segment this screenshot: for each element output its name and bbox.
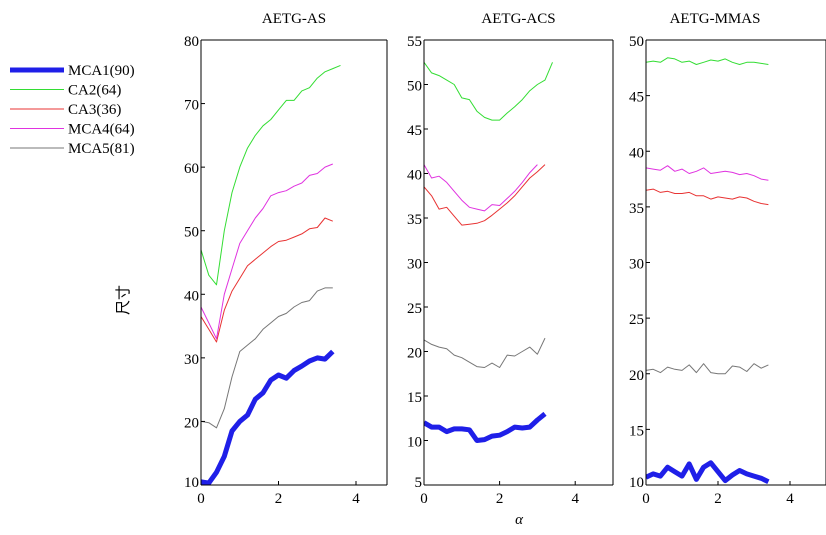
series-line-ca3-36 (424, 164, 546, 226)
legend-label: CA2(64) (68, 83, 121, 99)
y-tick-label: 25 (629, 312, 644, 328)
series-line-ca3-36 (201, 217, 333, 343)
x-tick-label: 2 (496, 491, 504, 507)
y-tick-label: 45 (629, 90, 644, 106)
series-line-mca1-90 (646, 460, 770, 484)
chart-panel: AETG-ACS 5 10 15 20 25 30 35 40 45 50 55 0 2 4 (407, 11, 614, 507)
x-tick-label: 2 (714, 491, 722, 507)
y-tick-label: 10 (629, 475, 644, 491)
x-tick-label: 4 (571, 491, 579, 507)
y-tick-label: 50 (629, 34, 644, 50)
series-line-mca4-64 (424, 164, 538, 212)
legend-label: MCA5(81) (68, 141, 135, 157)
series-line-mca4-64 (646, 165, 769, 181)
y-tick-label: 40 (184, 288, 199, 304)
chart-panel: AETG-AS 10 20 30 40 50 60 70 80 0 2 4 (184, 11, 388, 507)
x-tick-label: 4 (352, 491, 360, 507)
panel-title: AETG-AS (262, 11, 326, 27)
y-tick-label: 45 (407, 123, 422, 139)
series-line-mca5-81 (201, 287, 333, 429)
y-tick-label: 50 (407, 79, 422, 95)
legend: MCA1(90) CA2(64) CA3(36) MCA4(64) MCA5(81) (10, 63, 135, 157)
y-tick-label: 25 (407, 301, 422, 317)
y-tick-label: 30 (629, 257, 644, 273)
x-tick-label: 4 (786, 491, 794, 507)
y-tick-label: 35 (629, 201, 644, 217)
y-tick-label: 35 (407, 212, 422, 228)
series-line-mca5-81 (424, 337, 546, 368)
y-tick-label: 20 (629, 368, 644, 384)
series-group (424, 62, 553, 443)
x-tick-label: 0 (642, 491, 650, 507)
y-tick-label: 30 (407, 257, 422, 273)
x-axis-label: α (515, 512, 524, 528)
y-tick-label: 30 (184, 352, 199, 368)
series-group (201, 64, 341, 485)
series-line-mca1-90 (424, 411, 547, 443)
y-tick-label: 60 (184, 161, 199, 177)
panel-title: AETG-ACS (481, 11, 555, 27)
x-tick-label: 0 (197, 491, 205, 507)
y-tick-label: 10 (407, 435, 422, 451)
y-tick-label: 50 (184, 225, 199, 241)
series-line-ca2-64 (424, 62, 553, 121)
y-axis-label: 尺寸 (115, 285, 132, 315)
series-line-ca2-64 (201, 64, 341, 286)
y-tick-label: 20 (407, 346, 422, 362)
series-group (646, 57, 770, 484)
y-tick-label: 40 (407, 168, 422, 184)
y-tick-label: 55 (407, 34, 422, 50)
chart-panel: AETG-MMAS 10 15 20 25 30 35 40 45 50 0 2 4 (629, 11, 826, 507)
y-tick-label: 80 (184, 34, 199, 50)
y-tick-label: 5 (415, 475, 423, 491)
y-tick-label: 40 (629, 145, 644, 161)
y-tick-label: 20 (184, 415, 199, 431)
legend-label: MCA4(64) (68, 122, 135, 138)
series-line-mca4-64 (201, 163, 333, 340)
y-tick-label: 15 (629, 423, 644, 439)
x-tick-label: 2 (275, 491, 283, 507)
x-tick-label: 0 (420, 491, 428, 507)
legend-label: CA3(36) (68, 102, 121, 118)
series-line-ca2-64 (646, 57, 769, 65)
y-tick-label: 15 (407, 390, 422, 406)
legend-label: MCA1(90) (68, 63, 135, 79)
series-line-mca1-90 (201, 349, 335, 485)
y-tick-label: 70 (184, 98, 199, 114)
series-line-mca5-81 (646, 363, 769, 375)
y-tick-label: 10 (184, 475, 199, 491)
panel-title: AETG-MMAS (670, 11, 761, 27)
series-line-ca3-36 (646, 188, 769, 206)
